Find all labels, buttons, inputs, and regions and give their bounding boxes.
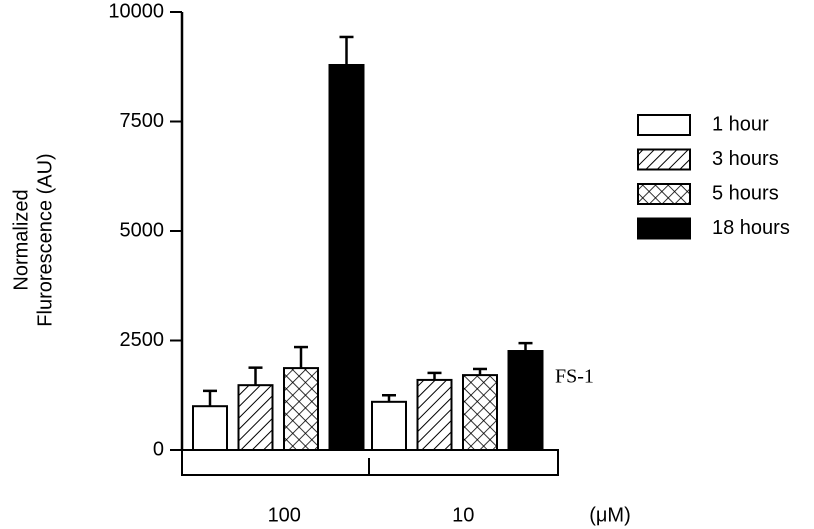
bar	[463, 375, 497, 450]
legend-label: 18 hours	[712, 217, 790, 239]
legend-swatch	[638, 150, 690, 170]
bar	[509, 351, 543, 450]
legend-label: 5 hours	[712, 182, 779, 204]
bar	[239, 385, 273, 450]
legend-label: 3 hours	[712, 148, 779, 170]
y-tick-label: 2500	[120, 329, 165, 351]
x-tick-label: 10	[452, 504, 474, 526]
y-tick-label: 5000	[120, 219, 165, 241]
bar	[330, 65, 364, 450]
x-axis-unit: (μM)	[589, 504, 631, 526]
x-tick-label: 100	[268, 504, 301, 526]
legend-swatch	[638, 219, 690, 239]
y-tick-label: 10000	[108, 0, 164, 22]
bar	[372, 402, 406, 450]
bar	[284, 368, 318, 450]
y-tick-label: 0	[153, 438, 164, 460]
bar	[418, 380, 452, 450]
y-axis-label: Normalized Flurorescence (AU)	[10, 153, 56, 326]
legend-swatch	[638, 115, 690, 135]
bar	[193, 406, 227, 450]
legend-swatch	[638, 184, 690, 204]
legend-label: 1 hour	[712, 113, 769, 135]
y-tick-label: 7500	[120, 110, 165, 132]
y-label-line: Flurorescence (AU)	[34, 153, 56, 326]
annotation: FS-1	[555, 366, 594, 388]
y-label-line: Normalized	[10, 189, 32, 290]
